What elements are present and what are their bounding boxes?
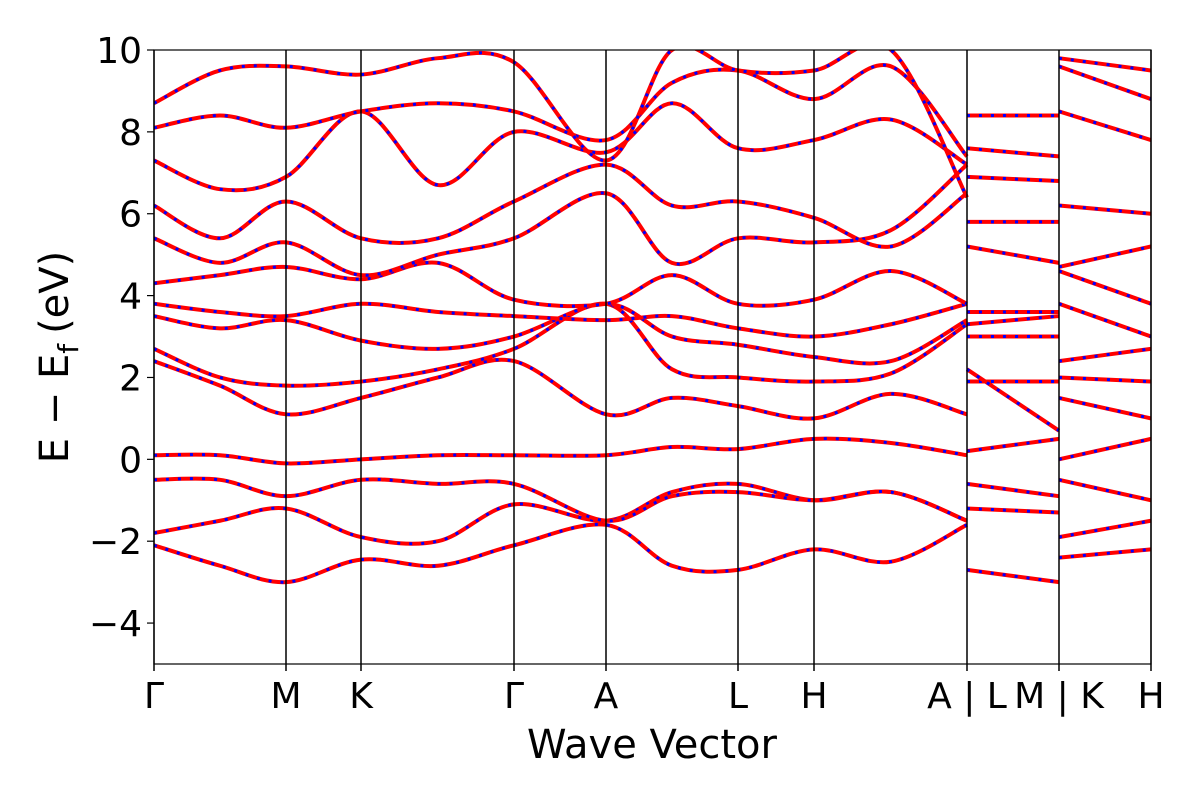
band-overlay — [154, 50, 1151, 199]
x-tick-label: Γ — [504, 676, 524, 717]
band-overlay — [154, 358, 1151, 421]
x-tick-label: L — [728, 676, 748, 717]
band-line — [154, 518, 1151, 585]
y-tick-label: 0 — [119, 440, 142, 481]
band-overlay — [154, 302, 1151, 365]
band-overlay — [154, 437, 1151, 466]
band-overlay — [154, 302, 1151, 339]
y-tick-label: −2 — [89, 522, 142, 563]
band-line — [154, 357, 1151, 421]
y-tick-label: 6 — [119, 195, 142, 236]
plot-frame — [153, 49, 1152, 665]
band-overlay — [154, 163, 1151, 249]
y-tick-label: −4 — [89, 604, 142, 645]
y-tick-label: 4 — [119, 277, 142, 318]
y-label-main: E − E — [32, 354, 78, 464]
x-tick-label: H — [1137, 676, 1164, 717]
x-tick-label: M | K — [1014, 676, 1105, 717]
x-tick-label: M — [270, 676, 301, 717]
y-label-unit: (eV) — [32, 251, 78, 334]
x-axis-label: Wave Vector — [527, 722, 778, 768]
band-overlay — [154, 477, 1151, 523]
band-line — [154, 301, 1151, 339]
bands — [154, 50, 1151, 585]
y-tick-label: 8 — [119, 113, 142, 154]
band-line — [154, 436, 1151, 466]
x-tick-label: A | L — [927, 676, 1007, 717]
y-label-sub: f — [52, 343, 85, 354]
x-tick-label: Γ — [144, 676, 164, 717]
y-axis-label: E − Ef (eV) — [32, 251, 85, 464]
band-overlay — [154, 302, 1151, 432]
band-line — [154, 260, 1151, 314]
x-tick-label: K — [349, 676, 374, 717]
band-overlay — [154, 101, 1151, 192]
y-tick-label: 10 — [96, 31, 142, 72]
band-overlay — [154, 519, 1151, 584]
y-tick-label: 2 — [119, 358, 142, 399]
band-overlay — [154, 482, 1151, 560]
x-tick-label: A — [594, 676, 619, 717]
x-tick-label: H — [800, 676, 827, 717]
